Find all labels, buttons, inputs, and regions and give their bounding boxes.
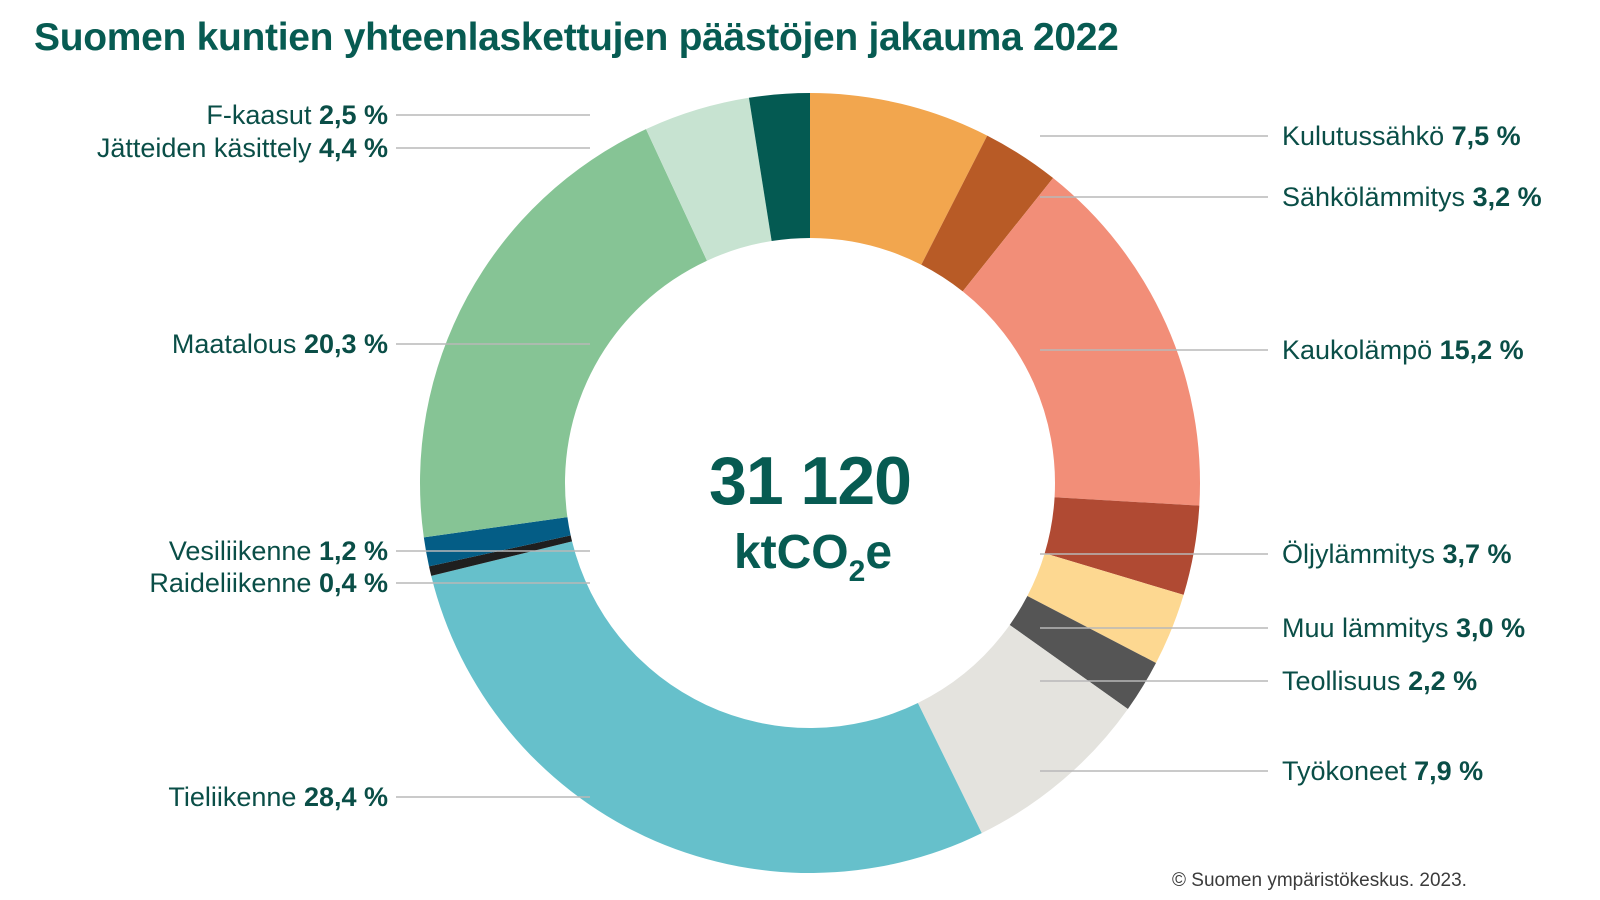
slice-kulutussahko: [810, 93, 988, 265]
slice-label-value: 3,2 %: [1473, 182, 1542, 212]
slice-label-maatalous: Maatalous 20,3 %: [172, 329, 388, 359]
slice-label-name: Raideliikenne: [149, 568, 319, 598]
slice-label-value: 7,9 %: [1414, 756, 1483, 786]
slice-label-name: Maatalous: [172, 329, 304, 359]
slice-label-value: 3,0 %: [1456, 613, 1525, 643]
total-unit-subscript: 2: [849, 555, 866, 588]
slice-tyokoneet: [917, 624, 1128, 834]
slice-label-tyokoneet: Työkoneet 7,9 %: [1282, 756, 1483, 786]
slice-label-name: Muu lämmitys: [1282, 613, 1456, 643]
center-total: 31 120 ktCO2e: [709, 443, 912, 588]
slice-label-name: Kulutussähkö: [1282, 121, 1452, 151]
page-title: Suomen kuntien yhteenlaskettujen päästöj…: [34, 16, 1119, 59]
slice-label-value: 2,5 %: [319, 100, 388, 130]
slice-label-oljylammitys: Öljylämmitys 3,7 %: [1282, 539, 1512, 569]
slice-label-value: 3,7 %: [1443, 539, 1512, 569]
slice-oljylammitys: [1044, 497, 1200, 595]
slice-tieliikenne: [431, 541, 982, 873]
slice-label-teollisuus: Teollisuus 2,2 %: [1282, 666, 1477, 696]
slice-raideliikenne: [429, 535, 573, 576]
slice-label-value: 1,2 %: [319, 536, 388, 566]
slice-label-name: F-kaasut: [206, 100, 319, 130]
total-value: 31 120: [709, 443, 911, 519]
slice-label-name: Jätteiden käsittely: [97, 133, 319, 163]
slice-label-vesiliikenne: Vesiliikenne 1,2 %: [169, 536, 388, 566]
slice-label-sahkolammitys: Sähkölämmitys 3,2 %: [1282, 182, 1542, 212]
slice-label-raideliikenne: Raideliikenne 0,4 %: [149, 568, 388, 598]
slice-label-name: Sähkölämmitys: [1282, 182, 1473, 212]
source-credit: © Suomen ympäristökeskus. 2023.: [1172, 870, 1467, 891]
slice-f-kaasut: [748, 93, 810, 242]
slice-kaukolampo: [962, 178, 1201, 506]
slice-label-value: 2,2 %: [1408, 666, 1477, 696]
slice-label-kulutussahko: Kulutussähkö 7,5 %: [1282, 121, 1521, 151]
slice-label-muu-lammitys: Muu lämmitys 3,0 %: [1282, 613, 1525, 643]
slice-label-name: Työkoneet: [1282, 756, 1414, 786]
slice-label-name: Vesiliikenne: [169, 536, 319, 566]
slice-jatteiden-kasittely: [646, 97, 772, 261]
slice-label-name: Kaukolämpö: [1282, 335, 1440, 365]
slice-labels: Kulutussähkö 7,5 % Sähkölämmitys 3,2 % Kau…: [97, 100, 1542, 812]
slice-label-value: 20,3 %: [304, 329, 388, 359]
slice-label-kaukolampo: Kaukolämpö 15,2 %: [1282, 335, 1524, 365]
slice-label-value: 28,4 %: [304, 782, 388, 812]
slice-label-value: 15,2 %: [1440, 335, 1524, 365]
total-unit: ktCO2e: [734, 526, 892, 588]
slice-label-name: Öljylämmitys: [1282, 539, 1443, 569]
leader-lines: [396, 114, 1268, 798]
total-unit-suffix: e: [865, 526, 892, 579]
slice-label-value: 4,4 %: [319, 133, 388, 163]
slice-muu-lammitys: [1027, 553, 1184, 663]
slice-label-f-kaasut: F-kaasut 2,5 %: [206, 100, 388, 130]
slice-label-name: Teollisuus: [1282, 666, 1408, 696]
slice-maatalous: [419, 129, 707, 538]
slice-sahkolammitys: [921, 135, 1054, 292]
slice-label-value: 0,4 %: [319, 568, 388, 598]
slice-label-tieliikenne: Tieliikenne 28,4 %: [168, 782, 388, 812]
total-unit-prefix: ktCO: [734, 526, 849, 579]
donut-slices: [419, 93, 1201, 873]
slice-label-value: 7,5 %: [1452, 121, 1521, 151]
slice-vesiliikenne: [423, 517, 571, 567]
slice-label-name: Tieliikenne: [168, 782, 304, 812]
slice-label-jatteiden-kasittely: Jätteiden käsittely 4,4 %: [97, 133, 388, 163]
